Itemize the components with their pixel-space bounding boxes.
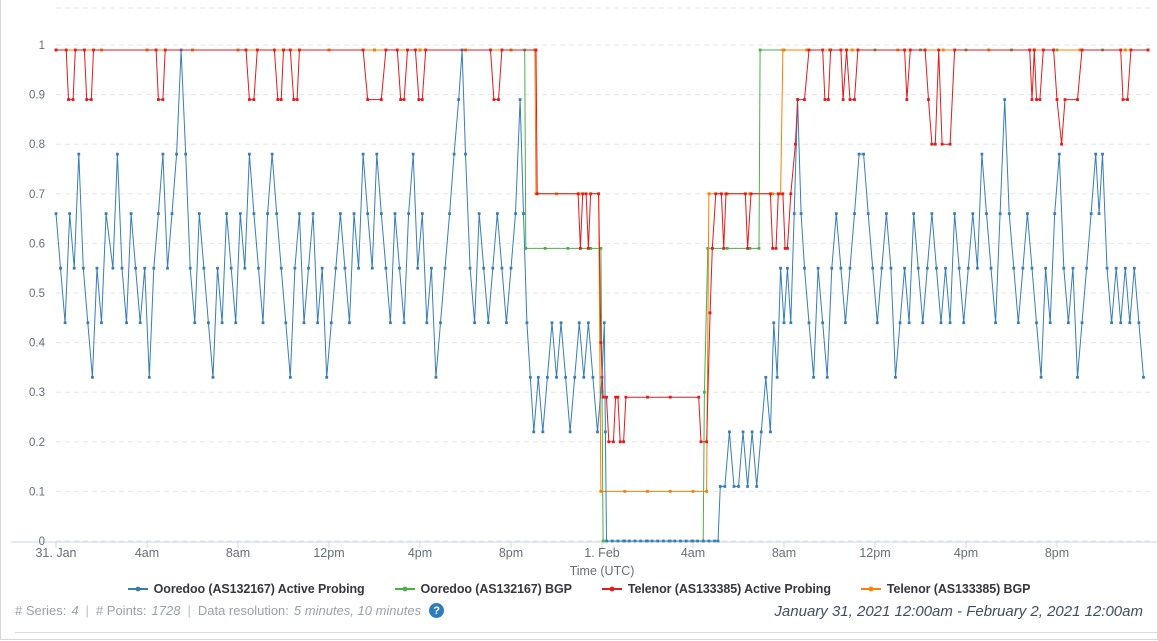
legend-item-1[interactable]: Ooredoo (AS132167) BGP <box>394 582 572 596</box>
x-tick-label: 31. Jan <box>35 546 76 560</box>
y-tick-label: 0.9 <box>29 90 45 102</box>
x-tick-label: 1. Feb <box>584 546 619 560</box>
x-tick-label: 8pm <box>1045 546 1069 560</box>
timeseries-chart[interactable]: 31. Jan 4am 8am 12pm 4pm 8pm 1. Feb 4am 8am 12pm 4… <box>1 0 1157 580</box>
series-count-value: 4 <box>71 603 79 618</box>
x-tick-label: 4am <box>135 546 159 560</box>
y-tick-label: 0.6 <box>29 238 45 250</box>
x-tick-label: 4am <box>681 546 705 560</box>
help-icon[interactable]: ? <box>429 603 445 618</box>
y-tick-label: 0.2 <box>29 437 45 449</box>
y-tick-label: 0.7 <box>29 189 45 201</box>
y-tick-label: 0.8 <box>29 139 45 151</box>
y-tick-label: 0.4 <box>29 338 46 350</box>
legend-item-label: Ooredoo (AS132167) BGP <box>420 582 572 596</box>
x-tick-label: 4pm <box>408 546 432 560</box>
legend-item-0[interactable]: Ooredoo (AS132167) Active Probing <box>127 582 365 596</box>
chart-meta-row: # Series: 4 | # Points: 1728 | Data reso… <box>15 603 1143 620</box>
chart-stats: # Series: 4 | # Points: 1728 | Data reso… <box>15 603 445 618</box>
legend-item-label: Telenor (AS133385) BGP <box>886 582 1031 596</box>
resolution-value: 5 minutes, 10 minutes <box>293 603 422 618</box>
series-1 <box>54 48 1150 543</box>
y-tick-label: 1 <box>39 40 45 52</box>
x-tick-label: 12pm <box>859 546 890 560</box>
bottom-divider <box>15 632 1157 633</box>
x-tick-label: 8am <box>772 546 796 560</box>
x-tick-label: 8pm <box>499 546 523 560</box>
y-tick-label: 0.1 <box>29 486 45 498</box>
legend-marker-icon <box>394 586 415 592</box>
x-tick-label: 12pm <box>313 546 344 560</box>
legend-marker-icon <box>601 586 622 592</box>
y-tick-label: 0 <box>39 536 45 548</box>
chart-legend: Ooredoo (AS132167) Active Probing Ooredoo… <box>1 582 1157 596</box>
points-count-value: 1728 <box>151 603 181 618</box>
separator: | <box>187 603 191 618</box>
series-2 <box>54 48 1150 444</box>
legend-marker-icon <box>127 586 148 592</box>
series-0 <box>54 48 1145 543</box>
x-tick-label: 8am <box>226 546 250 560</box>
legend-item-2[interactable]: Telenor (AS133385) Active Probing <box>601 582 831 596</box>
legend-item-label: Telenor (AS133385) Active Probing <box>627 582 831 596</box>
x-tick-label: 4pm <box>954 546 978 560</box>
x-axis-title: Time (UTC) <box>570 564 635 578</box>
points-count-label: # Points: <box>95 603 147 618</box>
resolution-label: Data resolution: <box>197 603 289 618</box>
y-tick-label: 0.5 <box>29 288 45 300</box>
y-tick-label: 0.3 <box>29 387 45 399</box>
date-range-label: January 31, 2021 12:00am - February 2, 2… <box>774 603 1143 620</box>
legend-marker-icon <box>860 586 881 592</box>
series-count-label: # Series: <box>15 603 67 618</box>
legend-item-label: Ooredoo (AS132167) Active Probing <box>153 582 365 596</box>
separator: | <box>85 603 89 618</box>
legend-item-3[interactable]: Telenor (AS133385) BGP <box>860 582 1031 596</box>
